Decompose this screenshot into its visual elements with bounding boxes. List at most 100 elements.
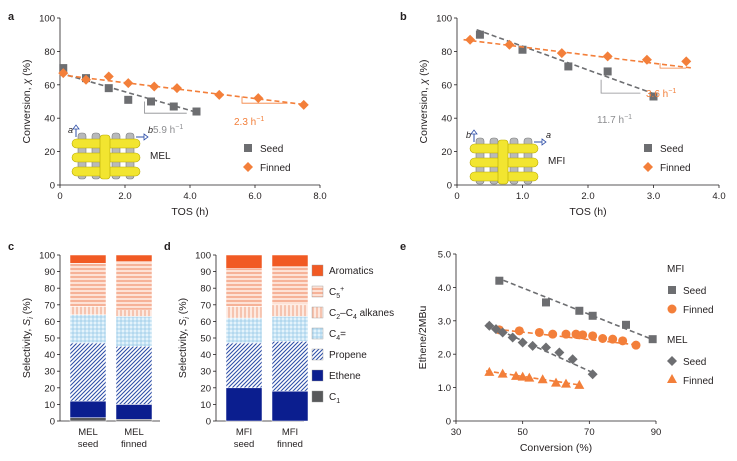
legend-mfi-finned-marker [667,304,677,314]
y-tick-label: 4.0 [438,283,451,294]
y-tick-label: 90 [200,267,211,278]
fit-line-seed [59,72,200,114]
data-point-seed [124,95,133,104]
x-tick-label: 70 [584,427,595,438]
fit-line-seed [495,276,657,342]
x-axis-label: Conversion (%) [520,442,592,454]
bar-segment-aromatics [225,254,263,269]
data-point-finned [602,51,613,62]
panel-d: 0 10 20 30 40 50 60 70 80 90 100 Selectivity, Si (%… [177,251,309,450]
data-point-finned [537,374,548,384]
data-point-finned [561,378,571,388]
data-point-finned [608,334,618,344]
x-tick-label: 2.0 [118,191,131,202]
data-point-seed [567,354,578,365]
data-point-finned [631,340,641,350]
data-point-finned [81,74,91,85]
data-point-finned [548,329,558,339]
y-tick-label: 0 [50,181,55,192]
data-point-finned [497,368,508,378]
x-tick-label: 30 [451,427,462,438]
framework-label: MEL [150,151,171,162]
legend-mel-seed-marker [667,356,677,366]
y-tick-label: 90 [44,267,55,278]
framework-label: MFI [548,156,565,167]
data-point-seed [147,97,155,106]
data-point-finned [578,330,588,340]
data-point-finned [681,56,692,67]
y-tick-label: 40 [441,114,452,125]
y-tick-label: 20 [44,147,55,158]
axis-letter: a [68,125,73,135]
data-point-seed [575,306,584,315]
bar-segment-aromatics [115,254,153,262]
bar-segment-propene [69,342,107,402]
bar-segment-propene [115,346,153,405]
y-tick-label: 100 [39,14,55,25]
legend-mfi-seed-label: Seed [683,286,706,297]
data-point-finned [58,68,69,79]
data-point-seed [564,62,573,71]
panel-e: 0 1.0 2.0 3.0 4.0 5.0 30 50 70 90 Conversion (%) Et… [417,250,714,455]
legend-seed-label: Seed [660,144,683,155]
y-tick-label: 70 [44,300,55,311]
legend-finned-label: Finned [660,163,691,174]
x-axis-label: TOS (h) [171,206,208,218]
panel-letter-c: c [8,241,14,253]
fit-line-finned [59,73,308,106]
panel-a: 0 20 40 60 80 100 0 2.0 4.0 6.0 8.0 TOS (h) Conversi… [21,14,327,219]
x-tick-label: 3.0 [647,191,660,202]
data-point-seed [507,332,518,343]
bar-segment-aromatics [69,254,107,264]
bar-segment-c4- [69,314,107,344]
data-point-finned [598,334,608,344]
bar-segment-c4- [225,317,263,344]
bar-segment-c5- [271,266,309,306]
bar-segment-propene [225,342,263,389]
legend-label: C5+ [329,286,344,300]
rate-label: 3.6 h−1 [646,88,676,100]
legend-group-mfi: MFI [667,264,684,275]
x-tick-label: 50 [517,427,528,438]
fit-line-finned [463,38,693,69]
x-tick-label: 90 [651,427,662,438]
legend-swatch-ethene [311,369,324,382]
data-point-seed [495,276,504,285]
data-point-finned [556,48,567,59]
data-point-finned [517,371,528,381]
legend-label: Aromatics [329,266,373,277]
data-point-finned [524,372,535,382]
legend-label: C4= [329,329,346,342]
y-tick-label: 5.0 [438,250,451,261]
bar-segment-c2-c4-alkanes [69,306,107,316]
legend-swatch-c5- [311,285,324,298]
y-tick-label: 60 [441,80,452,91]
bar-legend: Aromatics C5+ C2–C4 alkanes C4= Propene Ethen… [311,264,394,405]
data-point-finned [574,379,585,389]
axis-letter: b [148,125,153,135]
legend-mfi-finned-label: Finned [683,305,714,316]
y-tick-label: 20 [44,383,55,394]
y-tick-label: 100 [436,14,452,25]
data-point-finned [123,78,134,89]
y-tick-label: 50 [44,334,55,345]
data-point-seed [518,45,527,54]
legend-seed-label: Seed [260,144,283,155]
legend-finned-marker [643,162,653,172]
x-tick-label: 8.0 [313,191,326,202]
rate-label: 5.9 h−1 [153,124,183,136]
y-tick-label: 100 [39,251,55,262]
legend-finned-label: Finned [260,163,291,174]
bar-segment-ethene [115,404,153,420]
x-tick-label: 0 [57,191,62,202]
y-tick-label: 40 [44,350,55,361]
y-tick-label: 0 [446,417,451,428]
data-point-finned [618,336,628,346]
zeolite-structure-illustration: b a MFI [466,129,565,185]
panel-b: 0 20 40 60 80 100 0 1.0 2.0 3.0 4.0 TOS (h) Conversi… [418,14,726,219]
x-tick-label: 4.0 [712,191,725,202]
category-label: MFI [282,427,298,438]
y-tick-label: 80 [44,284,55,295]
x-tick-label: 2.0 [581,191,594,202]
data-point-seed [587,369,598,380]
